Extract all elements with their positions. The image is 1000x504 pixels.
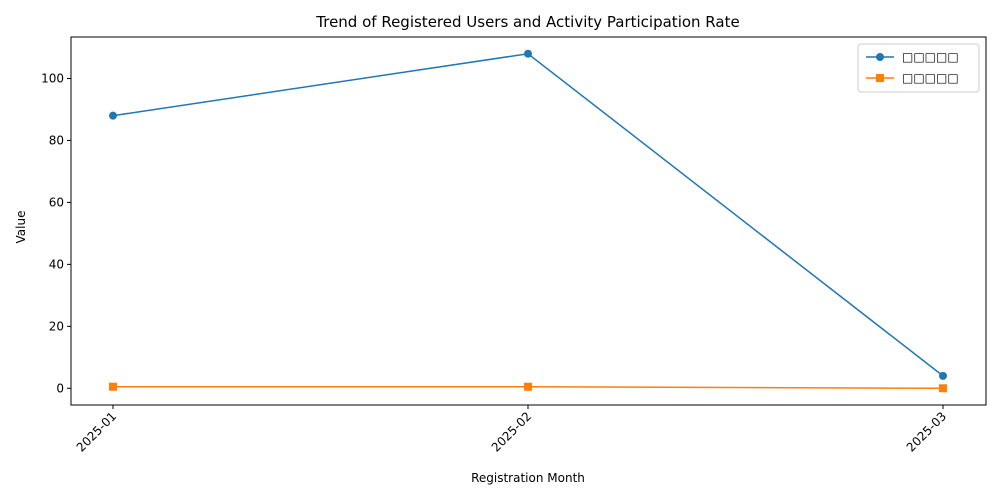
x-ticks: 2025-01 2025-02 2025-03 <box>74 405 949 455</box>
x-tick-label: 2025-02 <box>489 409 534 454</box>
series-1-line <box>112 52 944 377</box>
legend: □□□□□ □□□□□ <box>857 43 980 93</box>
y-tick-label: 40 <box>49 257 64 271</box>
series-2-point <box>939 384 947 393</box>
y-ticks: 0 20 40 60 80 100 <box>41 72 71 395</box>
legend-label-series-1: □□□□□ <box>902 50 959 64</box>
series-1-point <box>939 371 947 380</box>
chart-title: Trend of Registered Users and Activity P… <box>315 13 739 31</box>
y-axis-label: Value <box>14 211 28 244</box>
x-tick-label: 2025-03 <box>904 409 949 454</box>
legend-marker-series-1 <box>876 53 884 61</box>
y-tick-label: 60 <box>49 195 64 209</box>
legend-label-series-2: □□□□□ <box>902 71 959 85</box>
x-tick-label: 2025-01 <box>74 409 119 454</box>
y-tick-label: 100 <box>41 72 64 86</box>
x-axis-label: Registration Month <box>471 471 585 485</box>
series-1-point <box>524 49 532 58</box>
series-2-point <box>109 382 117 391</box>
legend-marker-series-2 <box>876 74 884 82</box>
series-2-point <box>524 382 532 391</box>
legend-box <box>857 43 980 93</box>
series-1-point <box>109 111 117 120</box>
y-tick-label: 0 <box>56 381 64 395</box>
series-layer <box>109 49 947 393</box>
y-tick-label: 20 <box>49 319 64 333</box>
plot-area-frame <box>70 36 987 406</box>
y-tick-label: 80 <box>49 133 64 147</box>
